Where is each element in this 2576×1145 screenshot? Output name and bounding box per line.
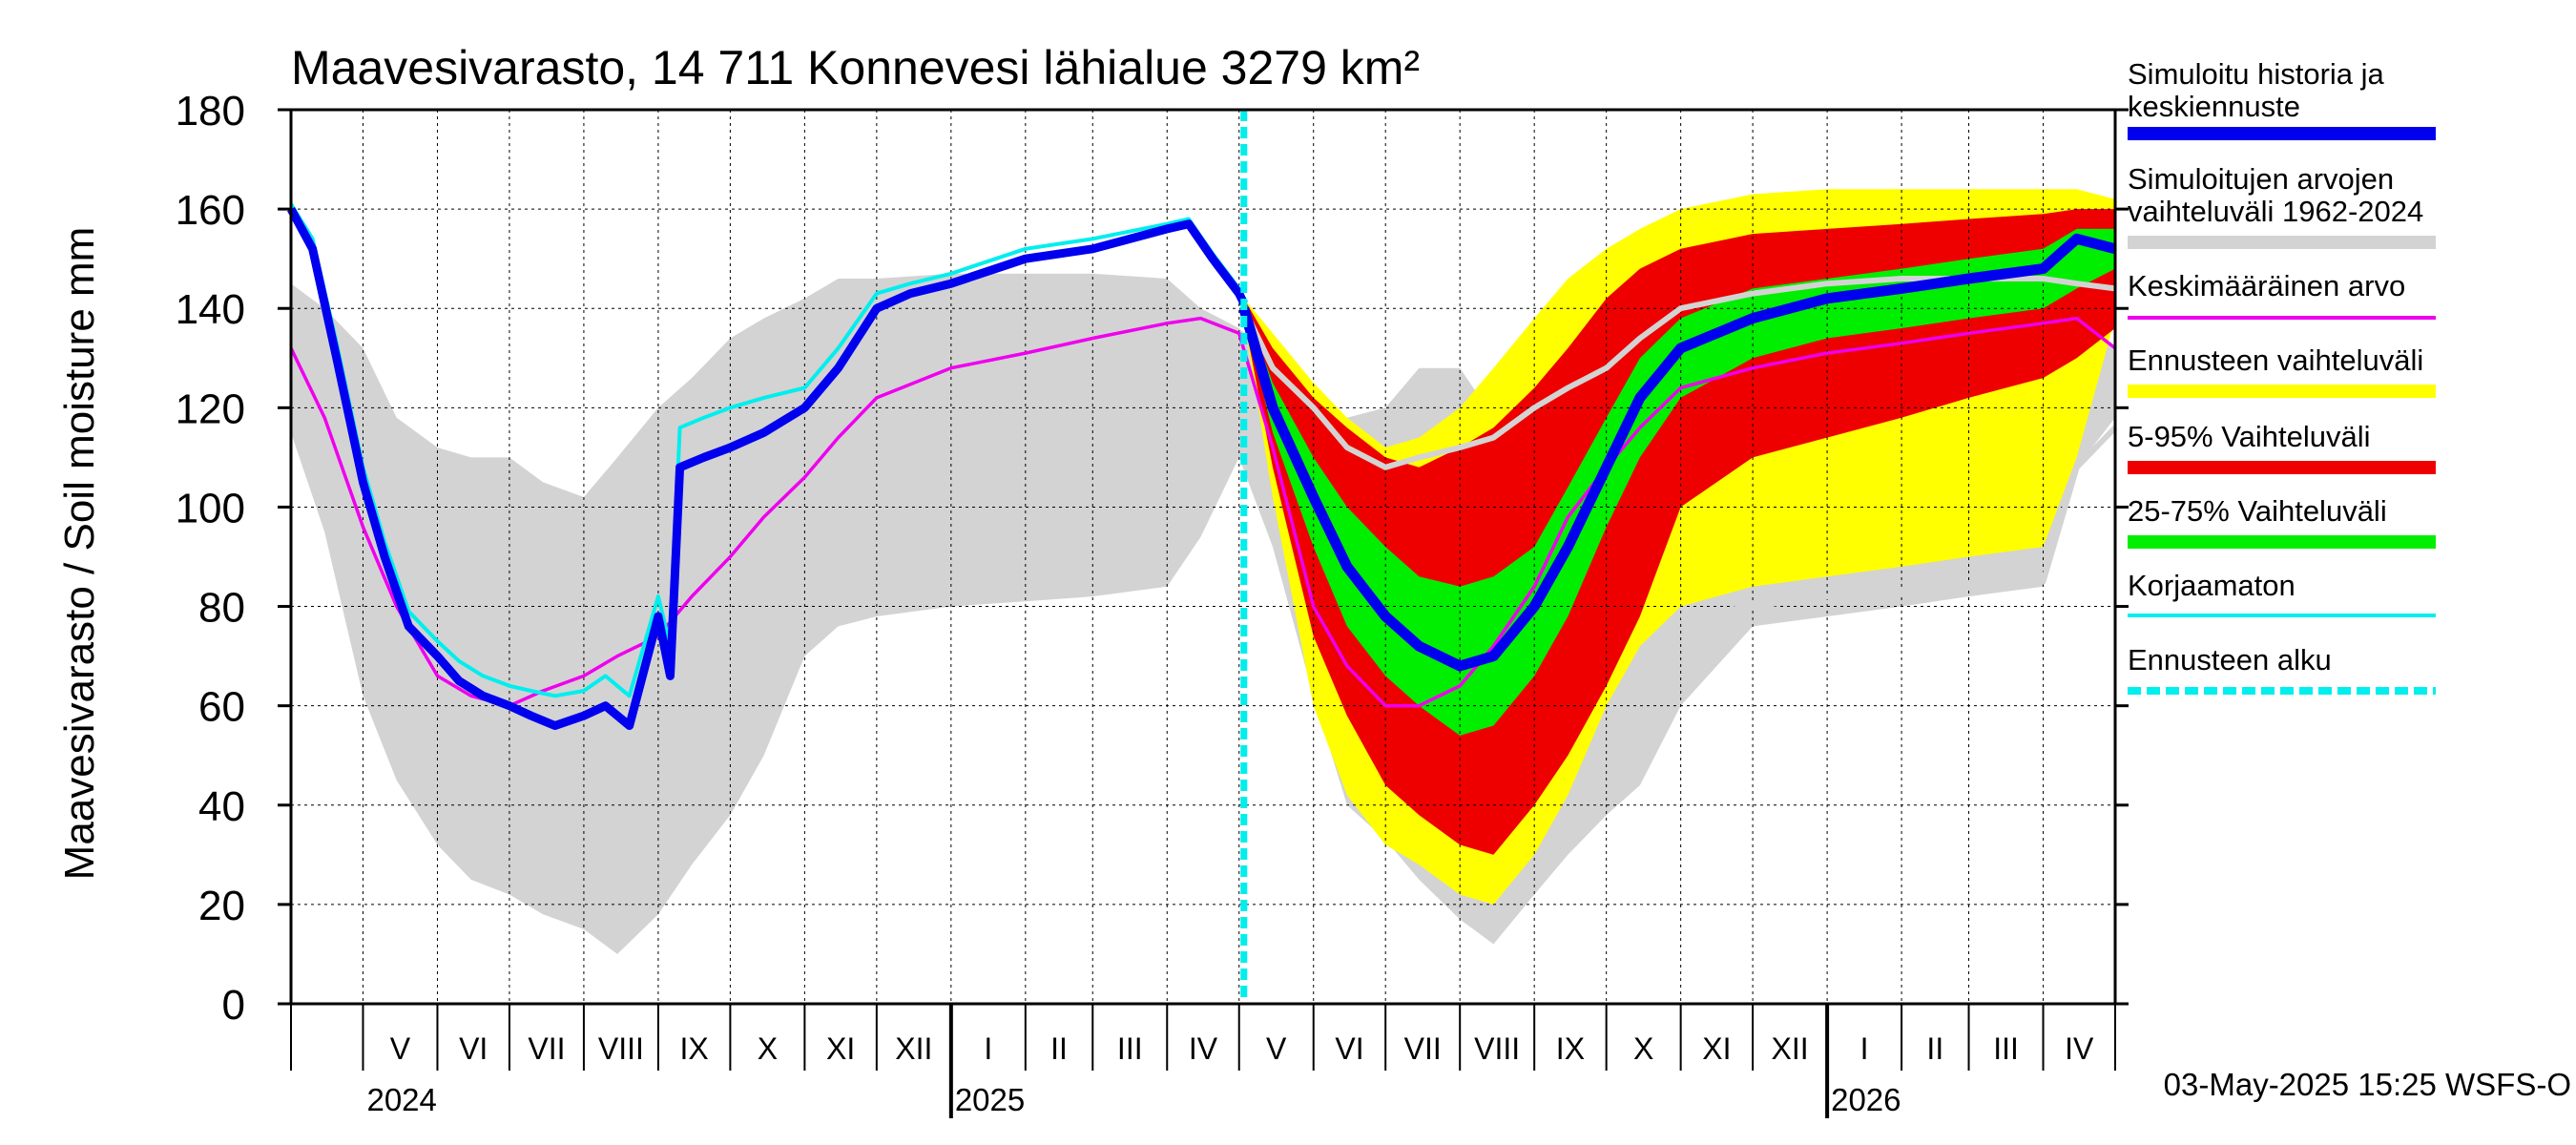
y-tick-label: 20 xyxy=(198,883,245,929)
legend-label-range: Simuloitujen arvojen vaihteluväli 1962-20… xyxy=(2128,162,2423,228)
history-line xyxy=(287,206,1248,730)
y-axis-label: Maavesivarasto / Soil moisture mm xyxy=(56,227,103,881)
x-month-label: VII xyxy=(528,1031,565,1066)
y-tick-label: 160 xyxy=(176,187,245,234)
legend-label-p25_75: 25-75% Vaihteluväli xyxy=(2128,494,2387,528)
forecast-median-line xyxy=(1238,233,2117,672)
legend: Simuloitu historia ja keskiennuste Simuloi… xyxy=(2128,57,2436,695)
chart-title: Maavesivarasto, 14 711 Konnevesi lähialu… xyxy=(291,41,1420,94)
forecast-25-75-band xyxy=(1243,228,2115,736)
legend-label-raw: Korjaamaton xyxy=(2128,569,2296,602)
x-month-label: XI xyxy=(826,1031,855,1066)
legend-label-mean: Keskimääräinen arvo xyxy=(2128,269,2405,302)
x-year-label: 2025 xyxy=(955,1082,1025,1117)
legend-label-history: Simuloitu historia ja keskiennuste xyxy=(2128,57,2385,123)
x-month-label: I xyxy=(984,1031,992,1066)
x-month-label: XII xyxy=(895,1031,932,1066)
x-month-label: III xyxy=(1117,1031,1143,1066)
y-tick-label: 120 xyxy=(176,385,245,432)
legend-label-fc_range: Ennusteen vaihteluväli xyxy=(2128,344,2423,377)
y-tick-label: 180 xyxy=(176,88,245,135)
chart-lines xyxy=(287,110,2118,1004)
x-month-label: III xyxy=(1993,1031,2019,1066)
x-month-label: I xyxy=(1860,1031,1869,1066)
x-month-label: VIII xyxy=(1474,1031,1520,1066)
plot-frame xyxy=(289,108,2117,1006)
x-month-label: X xyxy=(1633,1031,1653,1066)
x-month-label: VI xyxy=(1335,1031,1363,1066)
timestamp: 03-May-2025 15:25 WSFS-O xyxy=(2164,1067,2571,1102)
x-month-label: IX xyxy=(1556,1031,1585,1066)
x-month-label: VI xyxy=(459,1031,488,1066)
x-month-label: IV xyxy=(2065,1031,2094,1066)
x-month-label: IX xyxy=(680,1031,709,1066)
x-month-label: VIII xyxy=(598,1031,644,1066)
y-tick-label: 40 xyxy=(198,783,245,830)
x-year-label: 2024 xyxy=(366,1082,436,1117)
y-tick-label: 0 xyxy=(222,982,245,1029)
x-month-label: XII xyxy=(1772,1031,1809,1066)
x-month-label: XI xyxy=(1702,1031,1731,1066)
y-tick-label: 80 xyxy=(198,585,245,632)
x-month-label: V xyxy=(1266,1031,1287,1066)
x-month-label: V xyxy=(390,1031,411,1066)
x-month-label: II xyxy=(1926,1031,1943,1066)
y-tick-label: 100 xyxy=(176,485,245,531)
x-year-label: 2026 xyxy=(1831,1082,1901,1117)
historical-low-line xyxy=(1680,426,2118,619)
legend-label-fc_start: Ennusteen alku xyxy=(2128,643,2332,677)
chart-bands xyxy=(291,189,2115,954)
x-month-label: X xyxy=(758,1031,778,1066)
x-month-label: IV xyxy=(1189,1031,1218,1066)
y-tick-label: 60 xyxy=(198,684,245,731)
y-tick-label: 140 xyxy=(176,286,245,333)
legend-label-p5_95: 5-95% Vaihteluväli xyxy=(2128,420,2370,453)
x-month-label: VII xyxy=(1404,1031,1442,1066)
x-month-label: II xyxy=(1050,1031,1068,1066)
